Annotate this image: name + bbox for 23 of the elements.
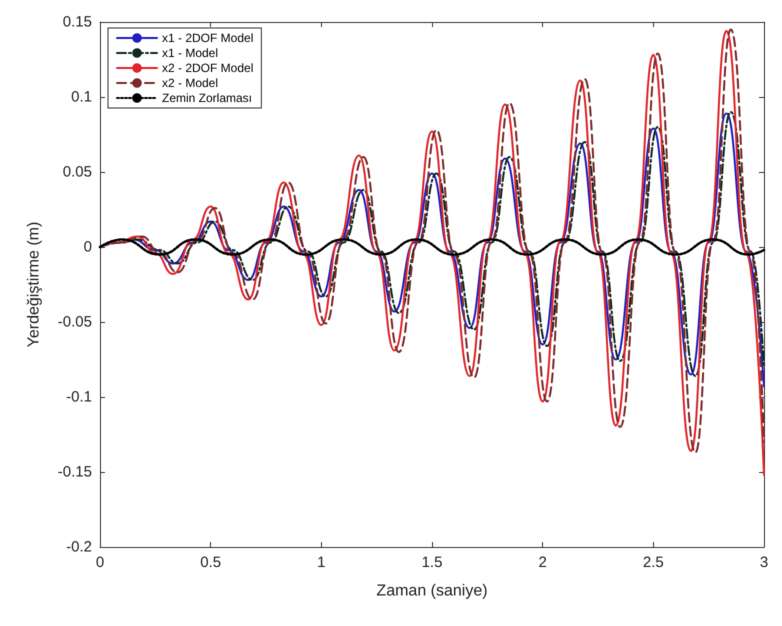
x-tick-label: 1.5	[422, 554, 442, 571]
y-axis-title: Yerdeğiştirme (m)	[26, 222, 42, 348]
x-tick-label: 3	[760, 554, 768, 571]
legend-label: Zemin Zorlaması	[162, 91, 252, 105]
legend-label: x2 - 2DOF Model	[162, 61, 254, 75]
x-tick-label: 0.5	[200, 554, 222, 571]
x-axis-title: Zaman (saniye)	[376, 582, 488, 600]
y-tick-label: 0	[84, 238, 92, 256]
legend-label: x1 - Model	[162, 46, 218, 60]
y-tick-label: 0.05	[62, 164, 92, 180]
x-tick-label: 1	[317, 554, 326, 571]
legend-label: x1 - 2DOF Model	[162, 31, 254, 45]
y-tick-label: -0.1	[66, 388, 92, 406]
x-tick-label: 0	[96, 554, 104, 571]
y-tick-label: -0.2	[66, 538, 92, 556]
y-tick-label: -0.05	[58, 314, 92, 330]
legend-label: x2 - Model	[162, 76, 218, 90]
y-tick-label: 0.15	[62, 14, 92, 30]
y-tick-label: -0.15	[58, 464, 92, 480]
line-series	[98, 238, 766, 256]
x-tick-label: 2	[538, 554, 547, 571]
y-tick-label: 0.1	[71, 88, 92, 106]
x-tick-label: 2.5	[642, 554, 664, 571]
